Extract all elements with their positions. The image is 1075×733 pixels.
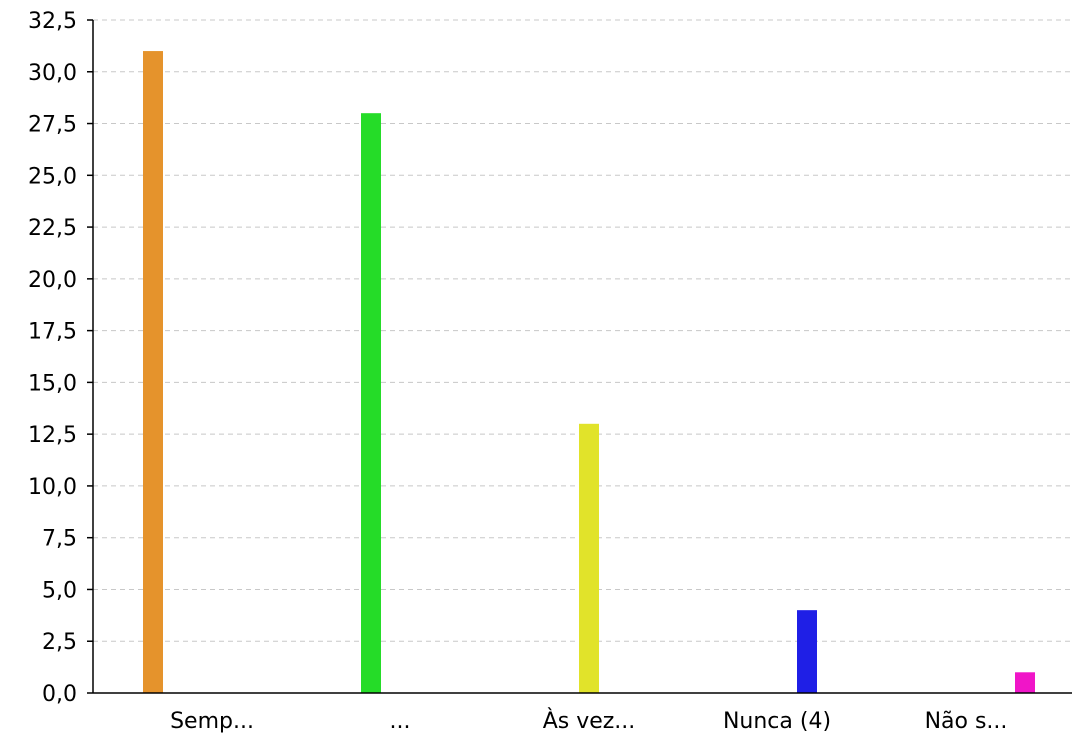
y-tick-label: 10,0: [28, 475, 77, 500]
y-tick-label: 32,5: [28, 9, 77, 34]
x-category-labels: Semp...... Às vez... Nunca (4) Não s...: [170, 708, 1007, 733]
bar-series: [143, 51, 1035, 694]
y-tick-label: 22,5: [28, 216, 77, 241]
bar: [797, 610, 817, 693]
y-tick-label: 0,0: [42, 682, 77, 707]
y-tick-label: 15,0: [28, 371, 77, 396]
x-category-label: Não s...: [925, 709, 1008, 733]
y-tick-label: 17,5: [28, 320, 77, 345]
y-tick-label: 25,0: [28, 164, 77, 189]
x-category-label: Semp...: [170, 709, 254, 733]
x-category-label: Às vez...: [543, 708, 636, 733]
bar: [361, 113, 381, 693]
bar: [143, 51, 163, 694]
y-tick-labels: 0,0 2,5 5,0 7,5 10,0 12,5 15,0 17,5 20,0 22,5 25,0…: [28, 9, 93, 707]
axes: [92, 20, 1072, 694]
bar: [579, 423, 599, 693]
y-tick-label: 12,5: [28, 423, 77, 448]
y-tick-label: 20,0: [28, 268, 77, 293]
y-tick-label: 27,5: [28, 113, 77, 138]
y-tick-label: 2,5: [42, 630, 77, 655]
x-category-label: ...: [390, 709, 411, 733]
y-tick-label: 7,5: [42, 527, 77, 552]
y-tick-label: 30,0: [28, 61, 77, 86]
y-tick-label: 5,0: [42, 578, 77, 603]
bar: [1015, 672, 1035, 693]
x-category-label: Nunca (4): [723, 709, 831, 733]
